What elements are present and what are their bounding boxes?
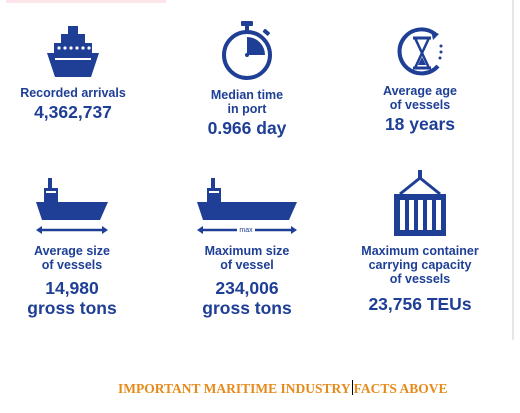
stat-value: 18 years [384, 114, 456, 134]
stat-label-line2: of vessels [389, 98, 451, 112]
stat-label-line1: Average size [34, 244, 110, 258]
stat-label: Recorded arrivals [20, 86, 126, 100]
stat-label-line2: of vessel [220, 258, 274, 272]
right-divider [512, 0, 514, 340]
stat-value-line1: 14,980 [45, 278, 99, 298]
stat-label-line1: Average age [383, 84, 457, 98]
footer-text-part1: IMPORTANT MARITIME INDUSTRY [118, 381, 351, 396]
stat-value-line1: 234,006 [215, 278, 279, 298]
stat-average-size: Average size of vessels 14,980 gross ton… [0, 176, 157, 318]
cargo-ship-icon [36, 178, 108, 234]
age-hourglass-icon [397, 27, 443, 76]
stat-recorded-arrivals: Recorded arrivals 4,362,737 [0, 24, 158, 122]
stat-label-line1: Maximum container [361, 244, 479, 258]
large-cargo-ship-icon: max [197, 178, 297, 235]
stat-maximum-size: max Maximum size of vessel 234,006 gross… [162, 176, 332, 318]
stat-value-line2: gross tons [27, 298, 117, 318]
stat-max-container-capacity: Maximum container carrying capacity of v… [335, 170, 505, 314]
stat-label-line2: of vessels [41, 258, 103, 272]
text-cursor [351, 380, 353, 395]
max-tag: max [239, 227, 253, 234]
stat-label-line1: Median time [210, 88, 284, 102]
cruise-ship-icon [47, 26, 99, 77]
stopwatch-icon [222, 21, 272, 80]
stat-value: 23,756 TEUs [368, 294, 472, 314]
stat-value: 4,362,737 [34, 102, 112, 122]
footer-caption: IMPORTANT MARITIME INDUSTRY FACTS ABOVE [0, 380, 520, 397]
container-crane-icon [394, 170, 446, 236]
stat-label-line1: Maximum size [204, 244, 290, 258]
stat-average-age: Average age of vessels 18 years [335, 24, 505, 134]
stat-label-line2: in port [227, 102, 267, 116]
stat-value-line2: gross tons [202, 298, 292, 318]
top-divider [6, 0, 166, 3]
stat-label-line2: carrying capacity [368, 258, 472, 272]
stat-value: 0.966 day [207, 118, 287, 138]
stat-median-time: Median time in port 0.966 day [162, 20, 332, 138]
footer-text-part2: FACTS ABOVE [353, 381, 448, 396]
stat-label-line3: of vessels [389, 272, 451, 286]
